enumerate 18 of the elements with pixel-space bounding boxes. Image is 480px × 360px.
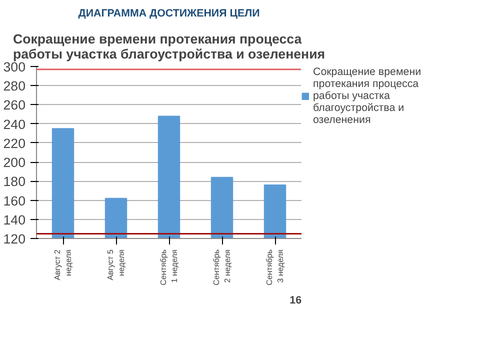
x-tick-label: Август 5 неделя	[106, 248, 126, 280]
chart-subtitle: ДИАГРАММА ДОСТИЖЕНИЯ ЦЕЛИ	[78, 8, 260, 20]
y-tick-label: 160	[3, 193, 26, 208]
x-tick-label: Сентябрь 1 неделя	[159, 249, 179, 286]
y-tick-label: 220	[3, 136, 26, 151]
y-tick-label: 200	[3, 155, 26, 170]
y-tick-label: 180	[3, 174, 26, 190]
y-tick-label: 280	[3, 78, 26, 94]
chart-title: Сокращение времени протекания процесса работы участка благоустройства и озеленения	[12, 32, 326, 62]
y-tick-label: 140	[3, 212, 26, 228]
x-tick-label: Сентябрь 2 неделя	[212, 249, 232, 286]
x-tick-label: Август 2 неделя	[53, 248, 73, 280]
x-tick-label: Сентябрь 3 неделя	[265, 249, 285, 286]
y-tick-label: 260	[3, 98, 26, 113]
text: 16	[290, 294, 302, 306]
y-tick-label: 120	[3, 232, 26, 246]
legend-label: Сокращение времени протекания процесса работы участка благоустройства и озеленения	[313, 66, 422, 126]
y-tick-label: 240	[3, 116, 26, 132]
